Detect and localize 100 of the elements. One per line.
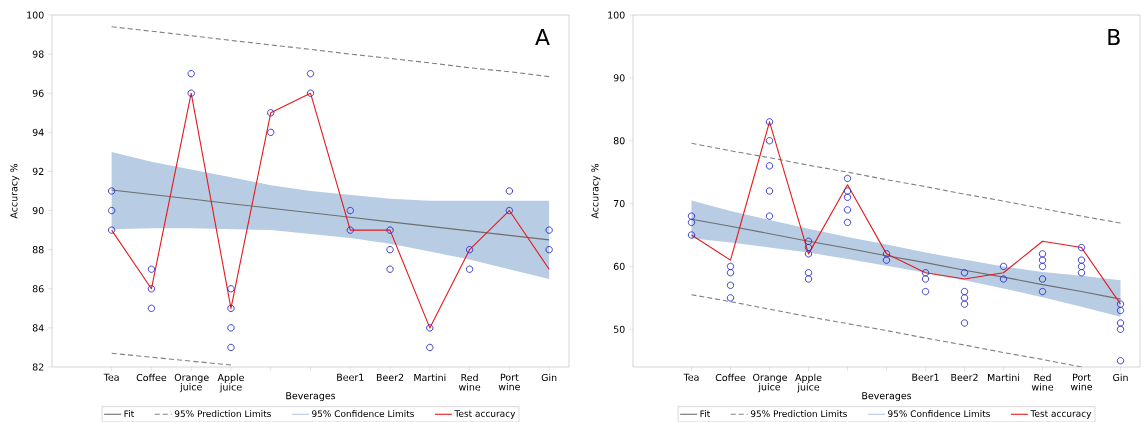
point [921, 275, 930, 283]
line-series [690, 121, 1122, 305]
x-tick-label: Red wine [1031, 373, 1054, 391]
point [804, 237, 813, 245]
annotation: A [535, 29, 550, 46]
point [108, 187, 116, 195]
point [1038, 262, 1047, 271]
point [1116, 300, 1125, 308]
point [960, 287, 969, 296]
x-tick-label: Coffee [715, 373, 746, 382]
x-tick-label: Beer2 [951, 373, 978, 381]
y-tick-label: 96 [32, 89, 44, 97]
point [1077, 262, 1086, 271]
x-tick-label: Beer1 [337, 373, 364, 381]
point [804, 275, 813, 283]
point [187, 70, 195, 78]
point [267, 128, 275, 136]
point [386, 246, 394, 254]
x-tick-label: Beer2 [376, 373, 404, 381]
point [921, 287, 930, 296]
y-tick-label: 90 [613, 74, 625, 82]
y-tick-label: 94 [32, 128, 44, 136]
point [1038, 256, 1047, 264]
point [687, 218, 696, 227]
x-tick-label: Gin [541, 373, 557, 382]
x-tick-label: Port wine [1070, 373, 1093, 391]
point [882, 250, 891, 258]
y-tick-label: 92 [32, 167, 44, 176]
point [765, 187, 774, 195]
point [843, 193, 852, 201]
point [1077, 243, 1086, 252]
point [187, 89, 195, 97]
point [267, 109, 275, 117]
point [108, 226, 116, 234]
point [1038, 250, 1047, 258]
legend-label: Test accuracy [1030, 410, 1092, 419]
point [921, 269, 930, 277]
point [960, 319, 969, 327]
point [386, 265, 394, 273]
point [227, 285, 235, 293]
point [147, 304, 156, 312]
x-tick-label: Orange juice [753, 373, 787, 393]
point [426, 324, 434, 332]
y-tick-label: 88 [32, 246, 44, 254]
legend-label: 95% Prediction Limits [174, 410, 271, 418]
point [999, 262, 1008, 271]
x-tick-label: Tea [103, 373, 119, 381]
point [426, 343, 434, 352]
y-tick-label: 60 [613, 262, 625, 271]
x-tick-label: Martini [414, 373, 446, 382]
point [1116, 319, 1125, 327]
y-tick-label: 100 [608, 11, 625, 19]
legend-label: 95% Prediction Limits [750, 410, 847, 418]
point [346, 226, 354, 234]
point [882, 256, 891, 264]
point [726, 294, 735, 302]
y-tick-label: 86 [32, 285, 44, 293]
y-tick-label: 84 [32, 324, 44, 332]
point [306, 70, 315, 78]
point [1116, 357, 1125, 365]
x-tick-label: Port wine [498, 373, 520, 391]
y-axis-title: Accuracy % [591, 163, 601, 219]
point [765, 118, 774, 126]
point [147, 285, 156, 293]
point [1077, 269, 1086, 277]
point [1038, 287, 1047, 296]
text: 95% Confidence Limits [888, 410, 990, 418]
x-tick-label: Coffee [136, 373, 167, 382]
point [804, 243, 813, 252]
point [147, 265, 156, 273]
annotation: B [1108, 29, 1120, 46]
point [505, 187, 513, 195]
legend-label: Fit [700, 410, 710, 417]
point [726, 269, 735, 277]
point [227, 304, 235, 312]
point [804, 250, 813, 258]
x-tick-label: Gin [1113, 373, 1128, 382]
point [960, 294, 969, 302]
x-tick-label: Martini [988, 373, 1020, 382]
x-tick-label: Orange juice [174, 373, 209, 393]
text: 95% Confidence Limits [312, 410, 414, 418]
y-tick-label: 82 [32, 363, 44, 371]
point [108, 206, 116, 215]
point [804, 269, 813, 277]
point [227, 343, 235, 352]
point [227, 324, 235, 332]
y-tick-label: 100 [27, 11, 44, 19]
point [843, 206, 852, 214]
point [545, 226, 553, 234]
y-tick-label: 70 [613, 199, 625, 208]
x-tick-label: Tea [683, 373, 699, 381]
point [726, 281, 735, 289]
point [346, 206, 354, 215]
point [465, 246, 474, 254]
point [306, 89, 315, 97]
point [1038, 275, 1047, 283]
legend-label: Fit [124, 410, 134, 417]
x-tick-label: Red wine [458, 373, 481, 391]
point [843, 174, 852, 183]
x-axis-title: Beverages [286, 392, 336, 402]
